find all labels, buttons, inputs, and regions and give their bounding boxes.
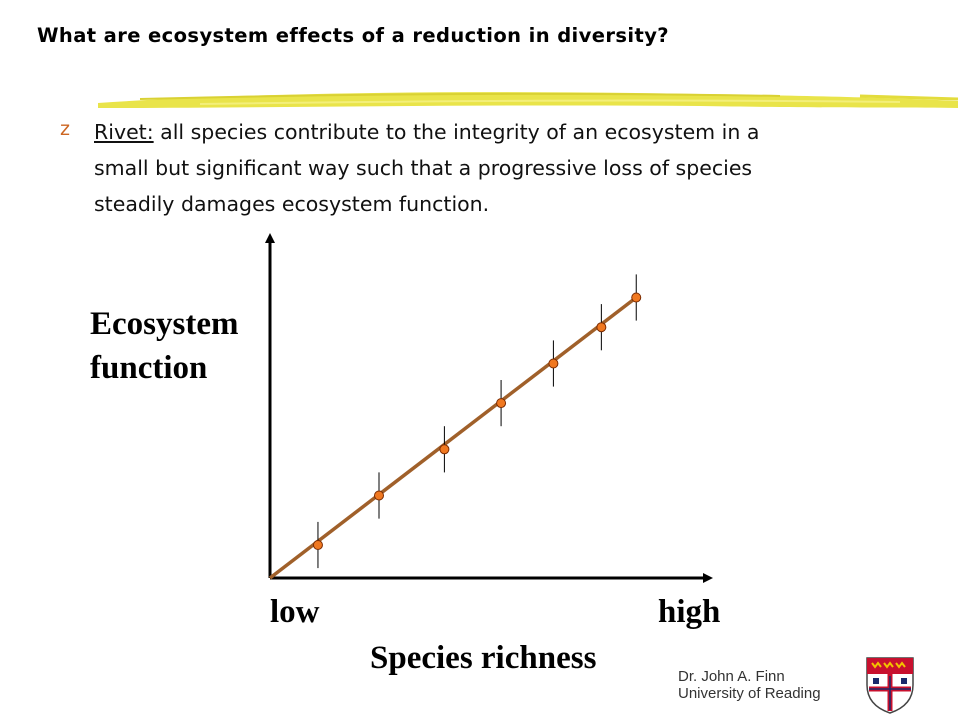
trend-line: [268, 296, 638, 580]
bullet-paragraph: Rivet: all species contribute to the int…: [94, 114, 914, 222]
data-point-4: [496, 398, 507, 409]
data-point-6: [596, 322, 607, 333]
x-tick-high: high: [658, 594, 721, 630]
author-institution: University of Reading: [678, 685, 821, 702]
y-axis-label: Ecosystem function: [90, 302, 238, 390]
data-point-7: [631, 292, 642, 303]
highlighter-brush-stroke: [98, 92, 959, 108]
y-axis-label-line-1: Ecosystem: [90, 306, 239, 342]
bullet-line-1: all species contribute to the integrity …: [153, 120, 760, 144]
data-point-2: [374, 490, 384, 501]
data-point-1: [312, 540, 323, 550]
author-credit: Dr. John A. Finn University of Reading: [678, 668, 821, 702]
bullet-line-3: steadily damages ecosystem function.: [94, 192, 490, 216]
x-tick-low: low: [270, 594, 320, 630]
x-axis-label: Species richness: [370, 640, 597, 676]
slide-title: What are ecosystem effects of a reductio…: [37, 24, 670, 47]
y-axis-label-line-2: function: [90, 350, 208, 386]
author-name: Dr. John A. Finn: [678, 668, 785, 685]
data-point-5: [548, 358, 559, 369]
bullet-term: Rivet:: [94, 120, 154, 144]
bullet-line-2: small but significant way such that a pr…: [94, 156, 753, 180]
data-point-3: [439, 444, 450, 455]
university-crest-logo: [866, 657, 914, 714]
bullet-glyph: z: [60, 118, 70, 140]
